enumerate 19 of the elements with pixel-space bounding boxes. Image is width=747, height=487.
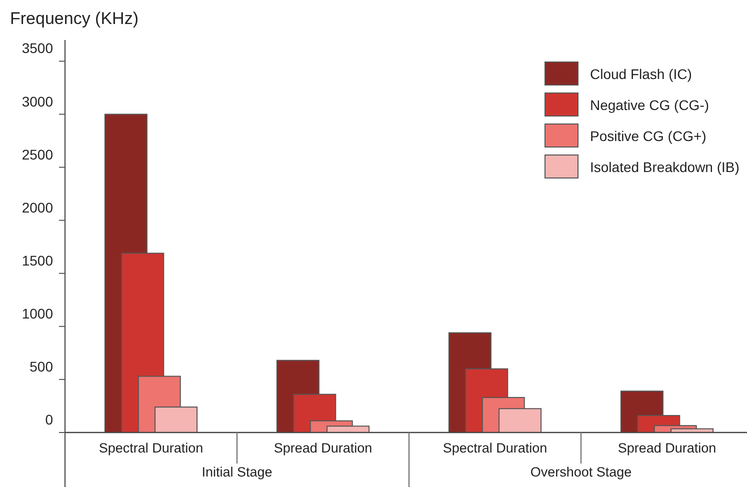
legend-label: Isolated Breakdown (IB) (590, 159, 740, 175)
x-tick-label: Spectral Duration (442, 440, 548, 456)
y-tick-label: 1500 (22, 252, 54, 268)
y-tick-label: 3000 (22, 93, 54, 110)
text: Initial Stage (202, 464, 272, 480)
y-tick-label: 1000 (22, 305, 54, 322)
x-tick-label: Spectral Duration (98, 440, 204, 456)
x-tick-label: Spread Duration (618, 440, 716, 456)
y-tick-label: 0 (45, 412, 54, 428)
y-tick-label: 2000 (22, 199, 54, 216)
legend-label: Cloud Flash (IC) (590, 66, 692, 82)
x-tick-label: Spread Duration (274, 440, 372, 456)
y-tick-label: 2500 (22, 146, 54, 162)
y-tick-label: 3500 (22, 40, 54, 56)
legend-label: Negative CG (CG-) (590, 97, 710, 113)
text: Overshoot Stage (530, 464, 632, 480)
legend-label: Positive CG (CG+) (590, 128, 706, 144)
y-tick-label: 500 (30, 358, 54, 374)
y-axis-title: Frequency (KHz) (10, 9, 138, 28)
